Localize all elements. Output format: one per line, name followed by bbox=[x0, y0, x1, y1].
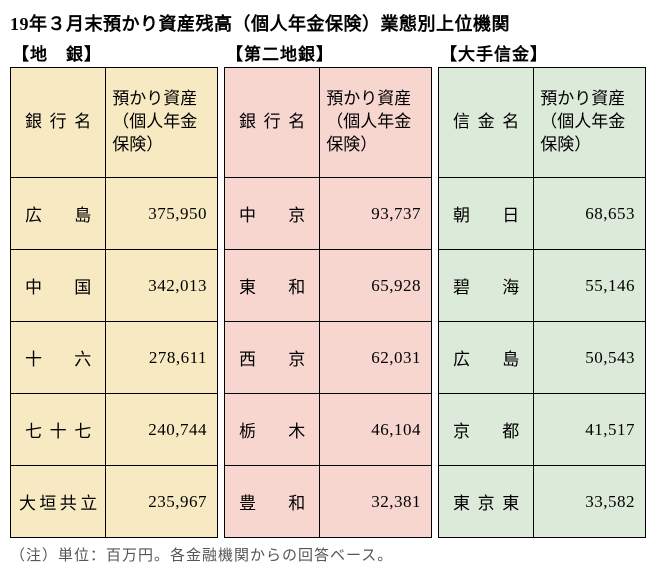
table-row: 七十七240,744 bbox=[11, 394, 218, 466]
table-row: 広島50,543 bbox=[439, 322, 646, 394]
footnote: （注）単位：百万円。各金融機関からの回答ベース。 bbox=[10, 544, 646, 565]
panel-subtitle: 【第二地銀】 bbox=[224, 40, 432, 65]
panel: 【地 銀】銀行名預かり資産（個人年金保険）広島375,950中国342,013十… bbox=[10, 40, 218, 538]
institution-name: 朝日 bbox=[439, 178, 534, 250]
asset-value: 240,744 bbox=[106, 394, 218, 466]
institution-name: 京都 bbox=[439, 394, 534, 466]
asset-value: 55,146 bbox=[534, 250, 646, 322]
asset-value: 46,104 bbox=[320, 394, 432, 466]
col-header-name: 銀行名 bbox=[225, 68, 320, 178]
asset-value: 93,737 bbox=[320, 178, 432, 250]
asset-value: 235,967 bbox=[106, 466, 218, 538]
institution-name: 大垣共立 bbox=[11, 466, 106, 538]
table-row: 豊和32,381 bbox=[225, 466, 432, 538]
institution-name: 七十七 bbox=[11, 394, 106, 466]
table-row: 中京93,737 bbox=[225, 178, 432, 250]
panel-subtitle: 【地 銀】 bbox=[10, 40, 218, 65]
asset-value: 342,013 bbox=[106, 250, 218, 322]
institution-name: 中京 bbox=[225, 178, 320, 250]
table-row: 中国342,013 bbox=[11, 250, 218, 322]
asset-value: 50,543 bbox=[534, 322, 646, 394]
asset-value: 33,582 bbox=[534, 466, 646, 538]
asset-value: 41,517 bbox=[534, 394, 646, 466]
table-row: 東京東33,582 bbox=[439, 466, 646, 538]
tables-row: 【地 銀】銀行名預かり資産（個人年金保険）広島375,950中国342,013十… bbox=[10, 40, 646, 538]
asset-value: 68,653 bbox=[534, 178, 646, 250]
table-row: 朝日68,653 bbox=[439, 178, 646, 250]
asset-value: 62,031 bbox=[320, 322, 432, 394]
ranking-table: 銀行名預かり資産（個人年金保険）中京93,737東和65,928西京62,031… bbox=[224, 67, 432, 538]
asset-value: 65,928 bbox=[320, 250, 432, 322]
table-row: 京都41,517 bbox=[439, 394, 646, 466]
institution-name: 栃木 bbox=[225, 394, 320, 466]
institution-name: 豊和 bbox=[225, 466, 320, 538]
asset-value: 375,950 bbox=[106, 178, 218, 250]
institution-name: 十六 bbox=[11, 322, 106, 394]
institution-name: 広島 bbox=[11, 178, 106, 250]
panel: 【大手信金】信金名預かり資産（個人年金保険）朝日68,653碧海55,146広島… bbox=[438, 40, 646, 538]
panel: 【第二地銀】銀行名預かり資産（個人年金保険）中京93,737東和65,928西京… bbox=[224, 40, 432, 538]
col-header-value: 預かり資産（個人年金保険） bbox=[534, 68, 646, 178]
table-row: 十六278,611 bbox=[11, 322, 218, 394]
table-row: 西京62,031 bbox=[225, 322, 432, 394]
panel-subtitle: 【大手信金】 bbox=[438, 40, 646, 65]
ranking-table: 銀行名預かり資産（個人年金保険）広島375,950中国342,013十六278,… bbox=[10, 67, 218, 538]
table-row: 東和65,928 bbox=[225, 250, 432, 322]
asset-value: 32,381 bbox=[320, 466, 432, 538]
institution-name: 中国 bbox=[11, 250, 106, 322]
ranking-table: 信金名預かり資産（個人年金保険）朝日68,653碧海55,146広島50,543… bbox=[438, 67, 646, 538]
institution-name: 広島 bbox=[439, 322, 534, 394]
col-header-name: 信金名 bbox=[439, 68, 534, 178]
institution-name: 東和 bbox=[225, 250, 320, 322]
col-header-value: 預かり資産（個人年金保険） bbox=[320, 68, 432, 178]
table-row: 栃木46,104 bbox=[225, 394, 432, 466]
col-header-value: 預かり資産（個人年金保険） bbox=[106, 68, 218, 178]
page-title: 19年３月末預かり資産残高（個人年金保険）業態別上位機関 bbox=[10, 10, 646, 36]
table-row: 碧海55,146 bbox=[439, 250, 646, 322]
institution-name: 西京 bbox=[225, 322, 320, 394]
asset-value: 278,611 bbox=[106, 322, 218, 394]
institution-name: 碧海 bbox=[439, 250, 534, 322]
col-header-name: 銀行名 bbox=[11, 68, 106, 178]
table-row: 広島375,950 bbox=[11, 178, 218, 250]
table-row: 大垣共立235,967 bbox=[11, 466, 218, 538]
institution-name: 東京東 bbox=[439, 466, 534, 538]
